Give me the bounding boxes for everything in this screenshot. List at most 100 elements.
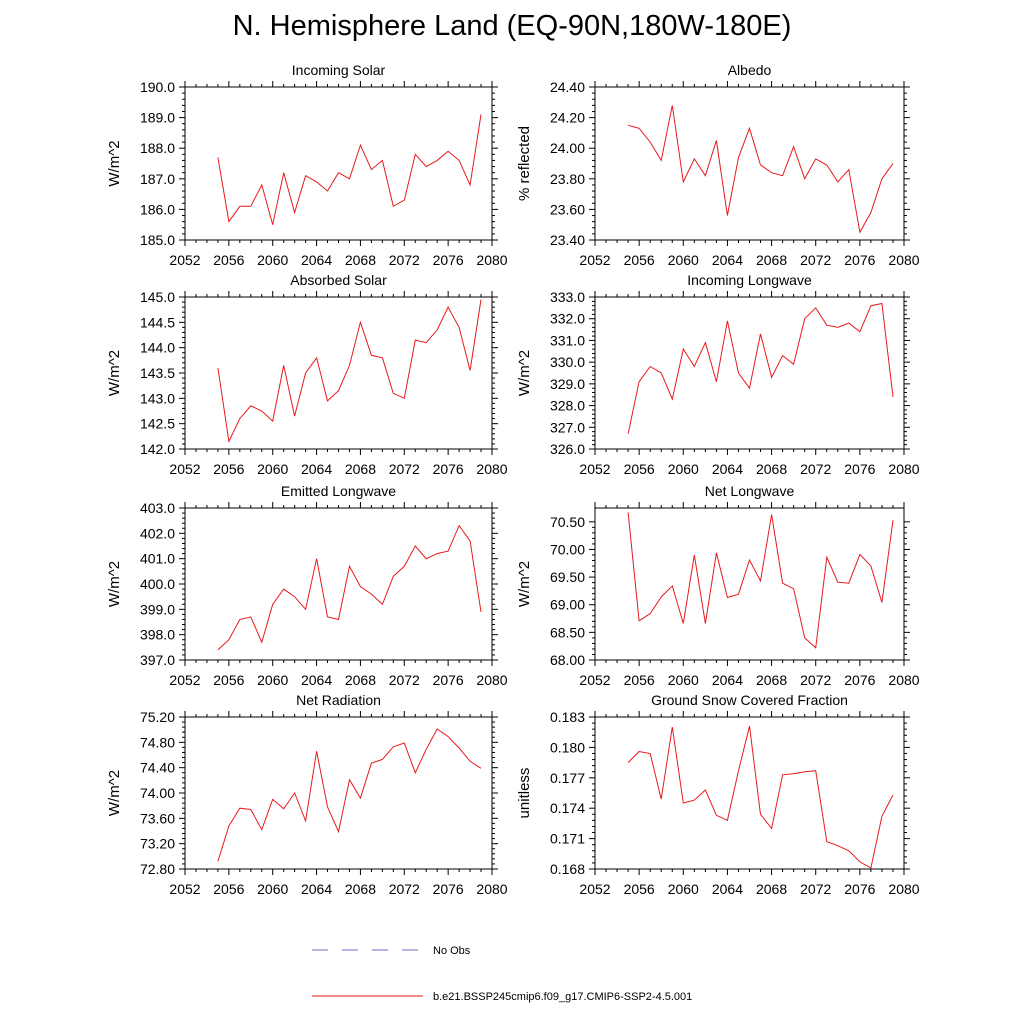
y-tick-label: 328.0 bbox=[550, 398, 585, 414]
x-tick-label: 2072 bbox=[389, 252, 420, 268]
x-tick-label: 2068 bbox=[756, 461, 787, 477]
x-tick-label: 2076 bbox=[433, 252, 464, 268]
chart-panel-1: 2052 2056 2060 2064 2068 2072 2076 2080 23.40 23.… bbox=[516, 62, 920, 268]
x-tick-label: 2056 bbox=[624, 252, 655, 268]
y-tick-label: 74.40 bbox=[140, 760, 175, 776]
chart-panel-4: 2052 2056 2060 2064 2068 2072 2076 2080 397.0 398… bbox=[106, 483, 508, 688]
y-tick-label: 73.20 bbox=[140, 836, 175, 852]
y-tick-label: 403.0 bbox=[140, 500, 175, 516]
series-line bbox=[627, 725, 894, 869]
x-tick-label: 2068 bbox=[345, 672, 376, 688]
x-tick-label: 2064 bbox=[712, 252, 743, 268]
x-tick-label: 2056 bbox=[624, 672, 655, 688]
x-tick-label: 2060 bbox=[668, 672, 699, 688]
plot-frame bbox=[184, 86, 493, 241]
x-tick-label: 2080 bbox=[888, 672, 919, 688]
y-tick-label: 69.00 bbox=[550, 597, 585, 613]
x-tick-label: 2064 bbox=[712, 672, 743, 688]
chart-panel-7: 2052 2056 2060 2064 2068 2072 2076 2080 0.168 0.1… bbox=[516, 692, 920, 897]
y-tick-label: 0.180 bbox=[550, 739, 585, 755]
x-tick-label: 2064 bbox=[712, 461, 743, 477]
y-tick-label: 333.0 bbox=[550, 289, 585, 305]
panel-title: Net Longwave bbox=[705, 483, 795, 499]
x-tick-label: 2080 bbox=[888, 252, 919, 268]
x-tick-label: 2080 bbox=[888, 881, 919, 897]
x-tick-label: 2056 bbox=[213, 461, 244, 477]
y-tick-label: 0.183 bbox=[550, 709, 585, 725]
x-tick-label: 2064 bbox=[301, 881, 332, 897]
series-line bbox=[217, 728, 482, 862]
x-tick-label: 2052 bbox=[169, 252, 200, 268]
plot-frame bbox=[594, 716, 905, 870]
x-tick-label: 2080 bbox=[888, 461, 919, 477]
series-line bbox=[217, 114, 482, 225]
y-tick-label: 0.171 bbox=[550, 831, 585, 847]
y-tick-label: 144.5 bbox=[140, 314, 175, 330]
x-tick-label: 2052 bbox=[579, 461, 610, 477]
x-tick-label: 2064 bbox=[301, 252, 332, 268]
figure-title: N. Hemisphere Land (EQ-90N,180W-180E) bbox=[232, 10, 792, 42]
y-tick-label: 142.0 bbox=[140, 441, 175, 457]
y-tick-label: 23.40 bbox=[550, 232, 585, 248]
x-tick-label: 2072 bbox=[800, 672, 831, 688]
x-tick-label: 2056 bbox=[213, 881, 244, 897]
y-tick-label: 74.80 bbox=[140, 734, 175, 750]
y-axis-label: % reflected bbox=[516, 126, 533, 201]
y-tick-label: 74.00 bbox=[140, 785, 175, 801]
y-axis-label: W/m^2 bbox=[106, 770, 123, 816]
chart-panel-0: 2052 2056 2060 2064 2068 2072 2076 2080 185.0 186… bbox=[106, 62, 508, 268]
x-tick-label: 2080 bbox=[476, 672, 507, 688]
y-tick-label: 142.5 bbox=[140, 416, 175, 432]
x-tick-label: 2064 bbox=[712, 881, 743, 897]
y-tick-label: 143.5 bbox=[140, 365, 175, 381]
x-tick-label: 2068 bbox=[756, 672, 787, 688]
panel-title: Incoming Longwave bbox=[687, 272, 812, 288]
y-tick-label: 145.0 bbox=[140, 289, 175, 305]
x-tick-label: 2060 bbox=[257, 461, 288, 477]
y-tick-label: 68.50 bbox=[550, 624, 585, 640]
series-line bbox=[217, 299, 482, 444]
plot-frame bbox=[184, 507, 493, 661]
plot-frame bbox=[594, 296, 905, 450]
x-tick-label: 2072 bbox=[389, 672, 420, 688]
x-tick-label: 2060 bbox=[668, 252, 699, 268]
x-tick-label: 2060 bbox=[668, 881, 699, 897]
y-axis-label: W/m^2 bbox=[516, 350, 533, 396]
y-tick-label: 187.0 bbox=[140, 171, 175, 187]
panel-title: Incoming Solar bbox=[292, 62, 386, 78]
x-tick-label: 2056 bbox=[213, 672, 244, 688]
y-tick-label: 401.0 bbox=[140, 551, 175, 567]
y-tick-label: 329.0 bbox=[550, 376, 585, 392]
y-tick-label: 143.0 bbox=[140, 390, 175, 406]
x-tick-label: 2056 bbox=[213, 252, 244, 268]
chart-panel-5: 2052 2056 2060 2064 2068 2072 2076 2080 68.00 68.… bbox=[516, 483, 920, 688]
y-tick-label: 190.0 bbox=[140, 79, 175, 95]
x-tick-label: 2072 bbox=[389, 881, 420, 897]
x-tick-label: 2076 bbox=[844, 252, 875, 268]
y-tick-label: 0.174 bbox=[550, 800, 585, 816]
y-tick-label: 331.0 bbox=[550, 332, 585, 348]
series-line bbox=[627, 512, 894, 649]
series-line bbox=[217, 524, 482, 651]
x-tick-label: 2064 bbox=[301, 672, 332, 688]
y-tick-label: 402.0 bbox=[140, 525, 175, 541]
x-tick-label: 2060 bbox=[257, 252, 288, 268]
y-tick-label: 68.00 bbox=[550, 652, 585, 668]
x-tick-label: 2072 bbox=[800, 881, 831, 897]
y-tick-label: 189.0 bbox=[140, 110, 175, 126]
y-tick-label: 327.0 bbox=[550, 419, 585, 435]
series-line bbox=[627, 302, 894, 434]
y-tick-label: 24.20 bbox=[550, 110, 585, 126]
x-tick-label: 2068 bbox=[345, 881, 376, 897]
x-tick-label: 2068 bbox=[756, 881, 787, 897]
x-tick-label: 2056 bbox=[624, 461, 655, 477]
x-tick-label: 2076 bbox=[844, 881, 875, 897]
y-axis-label: W/m^2 bbox=[106, 561, 123, 607]
y-tick-label: 0.177 bbox=[550, 770, 585, 786]
x-tick-label: 2068 bbox=[345, 461, 376, 477]
y-tick-label: 185.0 bbox=[140, 232, 175, 248]
x-tick-label: 2060 bbox=[257, 881, 288, 897]
x-tick-label: 2080 bbox=[476, 461, 507, 477]
